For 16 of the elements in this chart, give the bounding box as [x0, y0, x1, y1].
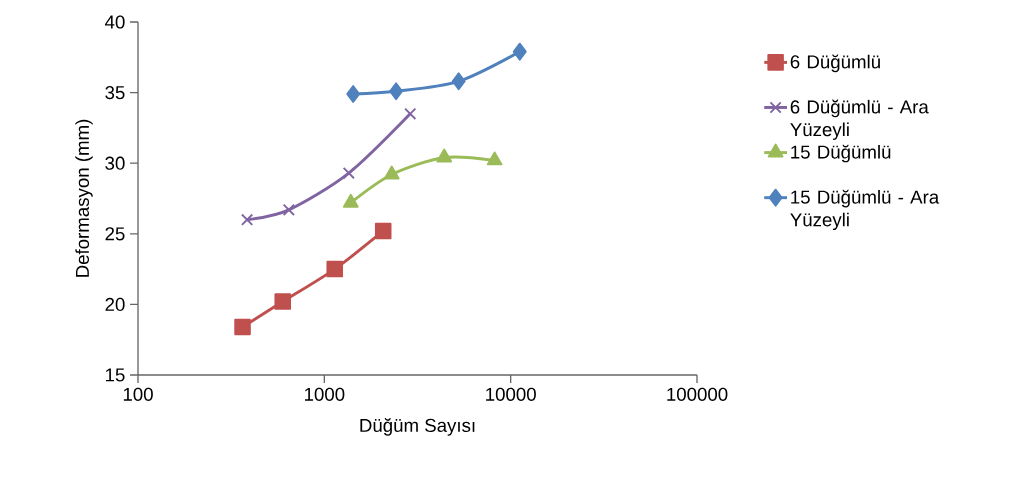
y-tick-label: 30 — [105, 156, 125, 170]
x-tick-label: 100000 — [667, 387, 728, 401]
legend-label: 6 Düğümlü - Ara Yüzeyli — [790, 99, 929, 140]
x-tick-label: 10000 — [486, 387, 536, 401]
y-tick-label: 25 — [105, 227, 125, 241]
x-tick-label: 100 — [123, 387, 153, 401]
x-tick-label: 1000 — [305, 387, 345, 401]
y-tick-label: 20 — [105, 297, 125, 312]
x-axis-title: Düğüm Sayısı — [360, 418, 475, 436]
y-tick-label: 35 — [105, 85, 125, 100]
legend-label: 15 Düğümlü — [791, 144, 891, 163]
legend-label: 15 Düğümlü - Ara Yüzeyli — [790, 189, 940, 231]
y-axis-title: Deformasyon (mm) — [75, 119, 93, 277]
y-tick-label: 40 — [104, 15, 125, 29]
y-tick-label: 15 — [106, 368, 125, 382]
legend-label: 6 Düğümlü — [790, 54, 880, 73]
